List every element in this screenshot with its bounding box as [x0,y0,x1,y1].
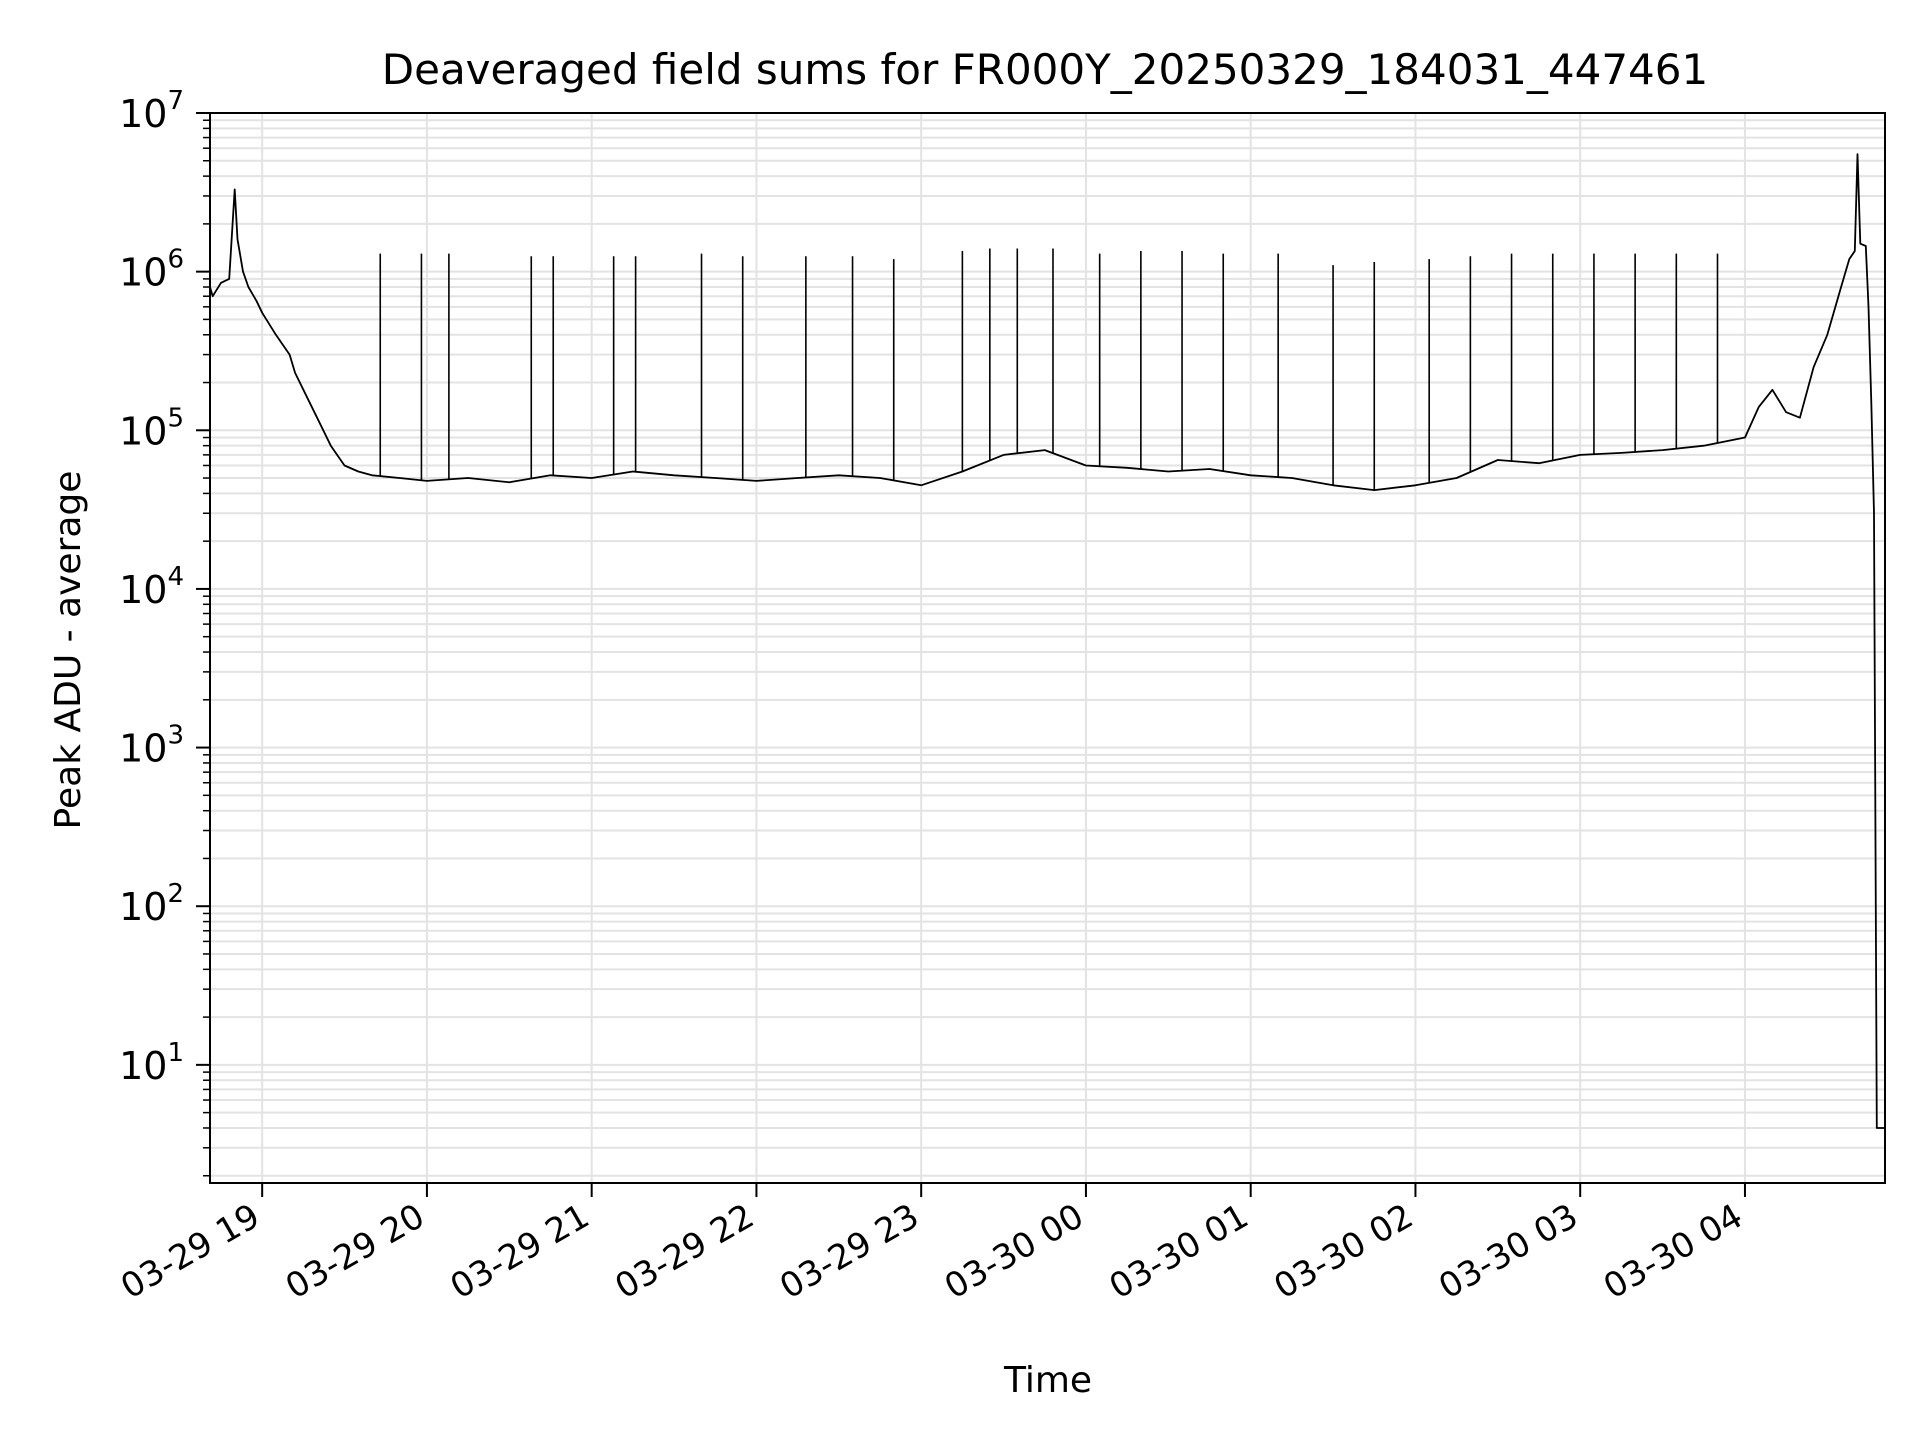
data-line [209,153,1885,1129]
grid [210,112,1885,1183]
plot-frame [209,112,1886,1184]
y-tick-label: 101 [119,1038,184,1088]
y-tick-label: 104 [119,562,184,612]
y-tick-label: 105 [119,403,184,453]
y-axis-label: Peak ADU - average [48,471,89,830]
y-tick-label: 103 [119,721,184,771]
y-tick-label: 106 [119,245,184,295]
y-tick-label: 107 [119,86,184,136]
chart-title: Deaveraged field sums for FR000Y_2025032… [382,45,1708,94]
x-axis-label: Time [1003,1360,1092,1401]
y-tick-label: 102 [119,879,184,929]
plot-data [209,153,1885,1129]
